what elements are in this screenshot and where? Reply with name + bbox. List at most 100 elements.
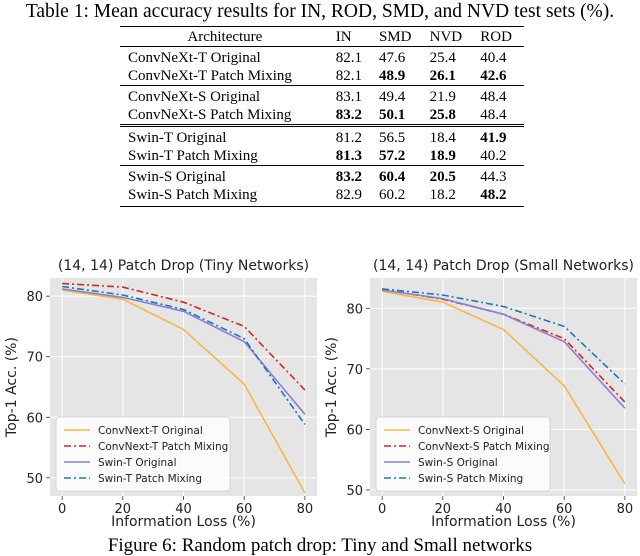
series-line-4 <box>61 285 306 425</box>
table-row: ConvNeXt-T Original 82.1 47.6 25.4 40.4 <box>120 46 524 67</box>
y-tick-label: 50 <box>346 484 363 499</box>
legend-box <box>375 416 551 492</box>
row-architecture-name: Swin-S Original <box>120 165 330 186</box>
table-body: ConvNeXt-T Original 82.1 47.6 25.4 40.4 ConvN… <box>120 46 524 207</box>
legend-label: Swin-T Patch Mixing <box>98 473 202 485</box>
x-tick-label: 20 <box>435 502 452 517</box>
y-tick-label: 60 <box>26 411 43 426</box>
table-row: ConvNeXt-S Original 83.1 49.4 21.9 48.4 <box>120 85 524 106</box>
y-axis-label: Top-1 Acc. (%) <box>4 337 20 438</box>
series-line-1 <box>61 289 306 494</box>
legend-label: Swin-S Original <box>418 457 498 469</box>
x-tick-label: 80 <box>617 502 634 517</box>
row-value-smd: 48.9 <box>378 68 406 84</box>
row-value-nvd: 21.9 <box>423 85 475 106</box>
row-value-smd: 60.2 <box>372 186 424 207</box>
x-tick-label: 0 <box>58 502 66 517</box>
header-architecture: Architecture <box>120 26 330 47</box>
row-value-in: 81.3 <box>335 148 362 164</box>
row-value-smd: 56.5 <box>372 124 424 147</box>
row-value-nvd: 18.9 <box>429 148 456 164</box>
row-value-rod: 48.4 <box>474 85 524 106</box>
x-tick-label: 60 <box>556 502 573 517</box>
row-value-in: 83.2 <box>329 165 373 186</box>
table-row: Swin-T Patch Mixing 81.3 57.2 18.9 40.2 <box>120 147 524 166</box>
header-smd: SMD <box>372 26 424 47</box>
y-tick-label: 70 <box>26 351 43 366</box>
row-architecture-name: Swin-S Patch Mixing <box>120 186 330 207</box>
x-tick-label: 40 <box>175 502 192 517</box>
row-value-in: 82.9 <box>329 186 373 207</box>
row-architecture-name: ConvNeXt-T Original <box>120 46 330 67</box>
series-line-3 <box>381 289 626 409</box>
legend-label: Swin-S Patch Mixing <box>418 473 523 485</box>
legend-label: ConvNext-T Original <box>98 425 203 437</box>
table-row: ConvNeXt-S Patch Mixing 83.2 50.1 25.8 48.4 <box>120 106 524 126</box>
row-value-nvd: 25.8 <box>429 107 456 123</box>
row-architecture-name: Swin-T Original <box>120 124 330 147</box>
table-header-row: Architecture IN SMD NVD ROD <box>120 26 524 47</box>
legend-label: ConvNext-S Original <box>418 425 524 437</box>
results-table: Architecture IN SMD NVD ROD ConvNeXt-T O… <box>120 26 524 207</box>
table-row: Swin-S Patch Mixing 82.9 60.2 18.2 48.2 <box>120 186 524 207</box>
y-axis-label: Top-1 Acc. (%) <box>324 337 340 438</box>
chart-tiny-networks: (14, 14) Patch Drop (Tiny Networks) 0 20 40… <box>4 258 317 530</box>
row-value-in: 82.1 <box>335 68 362 84</box>
row-value-nvd: 26.1 <box>429 68 456 84</box>
legend-label: ConvNext-T Patch Mixing <box>98 441 228 453</box>
header-rod: ROD <box>474 26 524 47</box>
series-line-1 <box>381 290 626 485</box>
series-line-3 <box>61 288 306 415</box>
row-value-smd: 47.6 <box>372 46 424 67</box>
row-architecture-name: ConvNeXt-T Patch Mixing <box>128 68 292 84</box>
x-axis-label: Information Loss (%) <box>111 514 256 530</box>
row-value-rod: 44.3 <box>474 165 524 186</box>
legend-label: Swin-T Original <box>98 457 177 469</box>
row-value-nvd: 20.5 <box>423 165 475 186</box>
table-row: ConvNeXt-T Patch Mixing 82.1 48.9 26.1 42.6 <box>120 67 524 86</box>
row-value-nvd: 18.4 <box>423 124 475 147</box>
legend-label: ConvNext-S Patch Mixing <box>418 441 549 453</box>
chart-title: (14, 14) Patch Drop (Tiny Networks) <box>58 258 309 274</box>
row-value-in: 81.2 <box>329 124 373 147</box>
row-value-in: 83.2 <box>335 107 362 123</box>
chart-title: (14, 14) Patch Drop (Small Networks) <box>373 258 634 274</box>
row-value-in: 83.1 <box>329 85 373 106</box>
row-value-smd: 50.1 <box>378 107 406 123</box>
row-value-nvd: 18.2 <box>423 186 475 207</box>
row-value-rod: 48.2 <box>474 186 524 207</box>
x-tick-label: 40 <box>495 502 512 517</box>
row-value-rod: 40.2 <box>480 148 507 164</box>
table-row: Swin-S Original 83.2 60.4 20.5 44.3 <box>120 165 524 186</box>
row-value-smd: 49.4 <box>372 85 424 106</box>
table-caption: Table 1: Mean accuracy results for IN, R… <box>25 1 615 22</box>
row-value-in: 82.1 <box>329 46 373 67</box>
y-tick-label: 80 <box>346 302 363 317</box>
y-tick-label: 80 <box>26 290 43 305</box>
row-value-rod: 40.4 <box>474 46 524 67</box>
y-tick-label: 60 <box>346 423 363 438</box>
row-value-nvd: 25.4 <box>423 46 475 67</box>
row-architecture-name: ConvNeXt-S Original <box>120 85 330 106</box>
series-line-2 <box>62 282 306 391</box>
y-tick-label: 70 <box>346 363 363 378</box>
row-value-smd: 57.2 <box>378 148 406 164</box>
x-tick-label: 0 <box>378 502 386 517</box>
figure-caption: Figure 6: Random patch drop: Tiny and Sm… <box>107 535 533 556</box>
x-tick-label: 20 <box>115 502 132 517</box>
x-tick-label: 80 <box>297 502 314 517</box>
series-line-4 <box>382 288 626 385</box>
table-row: Swin-T Original 81.2 56.5 18.4 41.9 <box>120 124 524 147</box>
x-tick-label: 60 <box>236 502 253 517</box>
header-in: IN <box>329 26 373 47</box>
legend-box <box>55 416 231 492</box>
x-axis-label: Information Loss (%) <box>431 514 576 530</box>
row-value-smd: 60.4 <box>372 165 424 186</box>
row-value-rod: 41.9 <box>474 124 524 147</box>
header-nvd: NVD <box>423 26 475 47</box>
y-tick-label: 50 <box>26 472 43 487</box>
chart-small-networks: (14, 14) Patch Drop (Small Networks) 0 20 4… <box>324 258 637 530</box>
row-architecture-name: ConvNeXt-S Patch Mixing <box>128 107 292 123</box>
row-value-rod: 48.4 <box>480 107 507 123</box>
row-architecture-name: Swin-T Patch Mixing <box>128 148 258 164</box>
